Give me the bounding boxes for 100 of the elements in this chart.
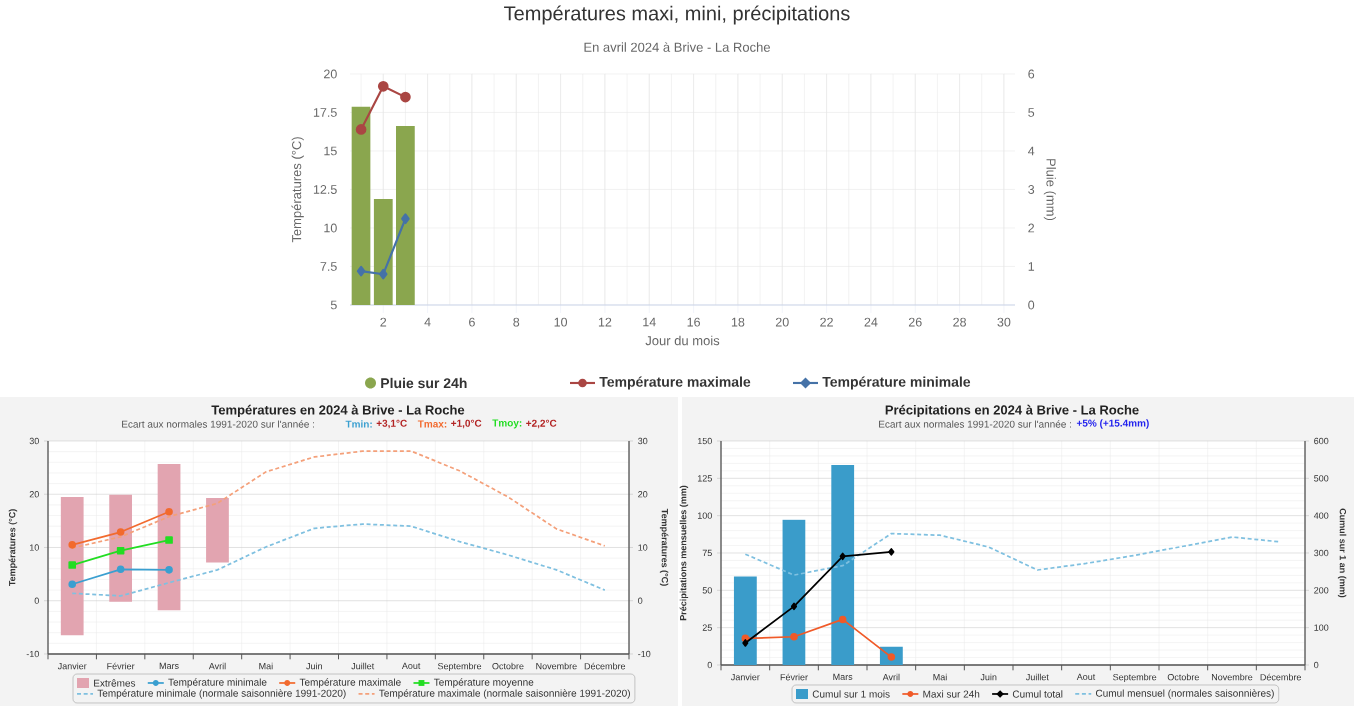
y-tick-label: 75 [702, 549, 712, 557]
text: Tmin: [345, 420, 372, 428]
y2-tick-label: 400 [1313, 512, 1329, 519]
y-axis-title: Températures (°C) [291, 137, 304, 243]
y-tick-label: 50 [702, 587, 712, 594]
legend-label: Température maximale [299, 678, 401, 688]
x-tick-label: Juillet [351, 662, 375, 670]
x-tick-label: Septembre [1113, 673, 1157, 683]
x-tick-label: 18 [731, 317, 745, 327]
x-tick-label: Aout [401, 662, 421, 669]
x-tick-label: Février [780, 673, 808, 681]
y2-tick-label: 1 [1028, 262, 1035, 271]
y2-tick-label: 0 [638, 597, 643, 604]
point [742, 639, 749, 647]
y-tick-label: 0 [707, 661, 712, 669]
y2-tick-label: 30 [638, 437, 648, 445]
chart-title: Températures maxi, mini, précipitations [504, 5, 850, 25]
y-tick-label: 20 [29, 491, 39, 498]
x-tick-label: 12 [598, 317, 612, 327]
x-axis-title: Jour du mois [645, 335, 720, 346]
point [378, 268, 388, 280]
x-tick-label: Octobre [492, 662, 524, 670]
legend-label: Maxi sur 24h [923, 690, 980, 698]
y2-axis-title: Pluie (mm) [1043, 159, 1056, 221]
x-tick-label: Décembre [584, 662, 626, 670]
x-tick-label: Avril [208, 662, 226, 670]
y-tick-label: 25 [702, 624, 712, 631]
bar [157, 463, 181, 611]
y-tick-label: 10 [324, 223, 337, 233]
chart-subtitle: En avril 2024 à Brive - La Roche [584, 42, 770, 52]
x-tick-label: 28 [953, 317, 966, 327]
y-tick-label: 5 [330, 300, 337, 310]
y-tick-label: 30 [29, 437, 39, 445]
point [400, 91, 411, 103]
text: +5% (+15.4mm) [1076, 419, 1149, 429]
x-tick-label: 26 [908, 317, 922, 327]
bar [351, 106, 371, 305]
y2-tick-label: 6 [1028, 69, 1035, 79]
bar [60, 496, 84, 636]
point [165, 536, 173, 544]
y2-axis-title: Cumul sur 1 an (mm) [1337, 508, 1347, 598]
y2-tick-label: 10 [638, 544, 648, 551]
text: Tmoy: [492, 419, 522, 429]
text: +3,1°C [376, 419, 407, 429]
x-tick-label: 6 [469, 317, 475, 327]
x-tick-label: 10 [554, 317, 568, 327]
x-tick-label: 14 [643, 317, 656, 327]
y-tick-label: 100 [697, 512, 712, 519]
x-tick-label: 4 [424, 317, 431, 327]
legend-label: Température moyenne [433, 678, 534, 688]
y-tick-label: 17.5 [313, 108, 337, 117]
point [377, 80, 389, 92]
text: Tmax: [417, 420, 447, 428]
x-tick-label: Septembre [437, 662, 482, 672]
x-tick-label: Novembre [536, 662, 577, 670]
point [116, 528, 125, 536]
x-tick-label: Aout [1076, 673, 1096, 680]
x-tick-label: Avril [882, 673, 900, 681]
bar [206, 497, 229, 563]
legend-label: Extrêmes [94, 679, 136, 687]
y-tick-label: 12.5 [313, 185, 337, 194]
legend-label: Pluie sur 24h [381, 377, 467, 389]
legend-label: Cumul mensuel (normales saisonnières) [1095, 689, 1274, 699]
x-tick-label: Mars [159, 662, 179, 669]
y-tick-label: 15 [324, 146, 337, 156]
legend-label: Cumul sur 1 mois [812, 690, 890, 698]
y-axis-title: Précipitations mensuelles (mm) [679, 485, 689, 621]
y-tick-label: 20 [324, 69, 337, 79]
x-tick-label: Mai [259, 662, 273, 670]
y2-tick-label: 5 [1028, 108, 1035, 117]
point [888, 548, 895, 556]
legend-label: Température maximale [599, 376, 751, 390]
y2-tick-label: 20 [638, 491, 648, 498]
point [165, 566, 173, 574]
x-tick-label: Janvier [57, 662, 87, 670]
text: +2,2°C [526, 419, 557, 429]
text: +1,0°C [451, 419, 482, 429]
y2-tick-label: 0 [1314, 661, 1319, 669]
legend-label: Température maximale (normale saisonnière 1991-2020) [379, 689, 630, 699]
chart-subtitle: Ecart aux normales 1991-2020 sur l'année : [122, 420, 314, 428]
x-tick-label: Mars [833, 673, 853, 680]
y2-tick-label: 3 [1028, 185, 1035, 194]
point [116, 565, 125, 574]
y-tick-label: -10 [26, 650, 39, 658]
x-tick-label: Octobre [1167, 673, 1199, 681]
bar [733, 576, 757, 665]
x-tick-label: 20 [775, 317, 789, 327]
bar [396, 125, 415, 305]
x-tick-label: Février [107, 662, 135, 670]
y2-tick-label: 500 [1314, 475, 1329, 482]
y2-tick-label: -10 [638, 650, 651, 658]
x-tick-label: Janvier [730, 673, 760, 681]
x-tick-label: 16 [687, 317, 700, 327]
x-tick-label: Décembre [1260, 673, 1302, 681]
y2-tick-label: 300 [1314, 549, 1329, 557]
point [68, 541, 77, 549]
bar [782, 519, 806, 665]
y-tick-label: 7.5 [320, 262, 337, 271]
y-tick-label: 150 [697, 437, 712, 445]
y2-tick-label: 4 [1028, 146, 1035, 156]
